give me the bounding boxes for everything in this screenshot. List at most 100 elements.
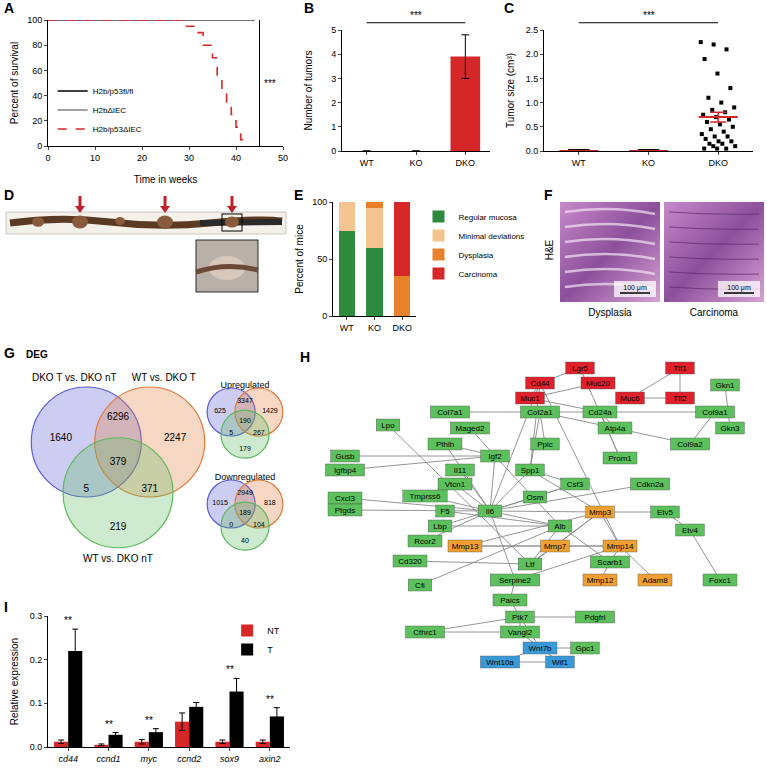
svg-text:Lpo: Lpo [381,421,395,430]
svg-text:DEG: DEG [26,349,48,360]
svg-text:Minimal deviations: Minimal deviations [458,232,524,241]
svg-text:T: T [267,645,273,655]
svg-text:20: 20 [137,153,147,163]
svg-text:Csf3: Csf3 [567,480,584,489]
svg-text:Mmp13: Mmp13 [452,542,479,551]
svg-text:190: 190 [239,417,251,424]
svg-text:1640: 1640 [50,432,73,443]
svg-text:0.1: 0.1 [30,698,43,708]
svg-text:189: 189 [239,509,251,516]
svg-text:30: 30 [184,153,194,163]
svg-text:Col9a1: Col9a1 [702,408,728,417]
svg-text:Etv5: Etv5 [657,508,674,517]
svg-text:F5: F5 [440,507,450,516]
svg-text:ccnd2: ccnd2 [177,754,201,764]
svg-text:myc: myc [141,754,158,764]
svg-text:Mmp3: Mmp3 [589,508,612,517]
svg-text:Lgr5: Lgr5 [572,364,589,373]
svg-text:KO: KO [409,158,422,168]
svg-text:Cthrc1: Cthrc1 [413,628,437,637]
svg-text:0: 0 [322,311,327,321]
svg-text:0.5: 0.5 [526,122,539,132]
svg-text:1.5: 1.5 [526,74,539,84]
svg-text:100: 100 [27,15,42,25]
svg-text:Pthlh: Pthlh [436,440,454,449]
svg-text:**: ** [266,694,274,705]
svg-text:Maged2: Maged2 [456,424,485,433]
svg-text:Vtcn1: Vtcn1 [445,480,466,489]
svg-text:1429: 1429 [262,407,278,414]
svg-text:1.0: 1.0 [526,98,539,108]
svg-text:Cd44: Cd44 [530,379,550,388]
svg-text:H2b/p53fl/fl: H2b/p53fl/fl [93,87,134,96]
svg-text:D: D [4,187,14,203]
svg-text:6296: 6296 [107,411,130,422]
svg-text:***: *** [643,10,655,21]
svg-text:0.3: 0.3 [30,611,43,621]
svg-text:KO: KO [368,323,381,333]
svg-text:WT: WT [360,158,374,168]
svg-text:Mmp14: Mmp14 [607,542,634,551]
svg-text:H: H [300,349,310,365]
svg-text:**: ** [226,664,234,675]
svg-text:Mmp12: Mmp12 [587,576,614,585]
svg-text:20: 20 [32,116,42,126]
svg-text:A: A [4,0,14,16]
svg-text:5: 5 [331,25,336,35]
svg-text:Percent of survival: Percent of survival [9,42,20,124]
svg-text:Gpc1: Gpc1 [575,644,595,653]
svg-text:2949: 2949 [237,489,253,496]
svg-text:Carcinoma: Carcinoma [458,270,497,279]
svg-text:0.0: 0.0 [526,146,539,156]
svg-text:KO: KO [642,158,655,168]
svg-text:Cd320: Cd320 [398,557,422,566]
svg-text:40: 40 [241,537,249,544]
svg-text:Muc1: Muc1 [520,394,540,403]
svg-text:I: I [4,599,8,615]
svg-text:DKO: DKO [456,158,476,168]
svg-text:Ptk7: Ptk7 [512,613,529,622]
svg-text:Cdkn2a: Cdkn2a [636,480,664,489]
svg-text:5: 5 [83,483,89,494]
svg-text:267: 267 [253,429,265,436]
svg-text:ccnd1: ccnd1 [96,754,120,764]
svg-text:0.0: 0.0 [30,742,43,752]
svg-text:Gkn3: Gkn3 [720,424,740,433]
svg-text:G: G [4,345,15,361]
svg-text:Cd24a: Cd24a [588,408,612,417]
svg-text:3347: 3347 [237,397,253,404]
svg-text:100 μm: 100 μm [727,284,751,292]
svg-text:Mmp7: Mmp7 [544,542,567,551]
svg-text:**: ** [105,719,113,730]
svg-text:Col9a2: Col9a2 [677,440,703,449]
svg-text:Carcinoma: Carcinoma [690,307,739,318]
svg-text:WT vs. DKO nT: WT vs. DKO nT [83,553,153,564]
svg-text:4: 4 [331,49,336,59]
svg-text:371: 371 [141,483,158,494]
svg-text:Ltf: Ltf [526,560,536,569]
svg-text:Relative expression: Relative expression [9,638,20,725]
svg-text:219: 219 [110,521,127,532]
svg-text:Tmprss6: Tmprss6 [409,492,441,501]
svg-text:Prom1: Prom1 [608,454,632,463]
svg-text:Wnt10a: Wnt10a [486,658,514,667]
svg-text:Igf2: Igf2 [488,452,502,461]
svg-text:Col7a1: Col7a1 [437,408,463,417]
svg-text:Tumor size (cm³): Tumor size (cm³) [505,53,516,128]
svg-text:DKO: DKO [708,158,728,168]
svg-text:DKO T vs. DKO nT: DKO T vs. DKO nT [32,372,117,383]
svg-text:Igfbp4: Igfbp4 [334,466,357,475]
svg-text:**: ** [145,715,153,726]
svg-text:379: 379 [110,456,127,467]
svg-text:0.2: 0.2 [30,655,43,665]
svg-text:Dysplasia: Dysplasia [458,251,493,260]
svg-text:WT: WT [340,323,354,333]
svg-text:104: 104 [253,521,265,528]
svg-text:E: E [294,187,303,203]
svg-text:Percent of mice: Percent of mice [294,224,305,294]
svg-text:Wif1: Wif1 [552,658,569,667]
svg-text:Cxcl3: Cxcl3 [335,494,356,503]
svg-text:100: 100 [312,197,327,207]
svg-text:Lbp: Lbp [433,522,447,531]
svg-text:Il6: Il6 [486,507,495,516]
